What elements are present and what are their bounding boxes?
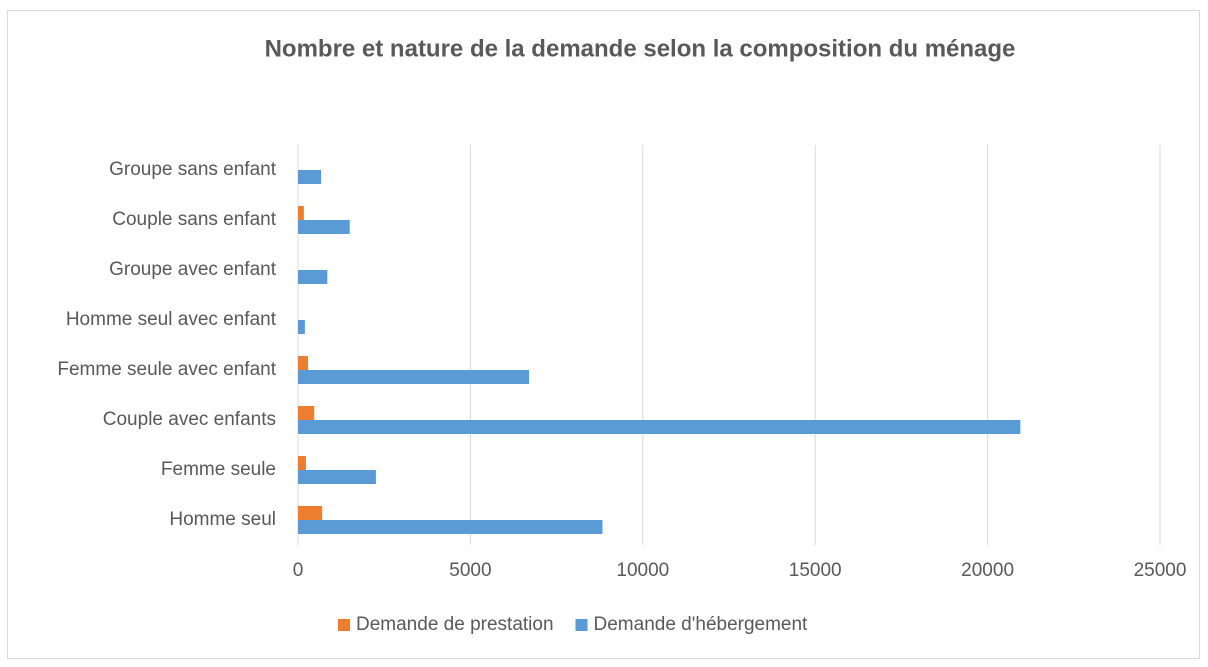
y-tick-label: Femme seule avec enfant [57, 359, 276, 380]
bar [298, 506, 323, 520]
x-tick-label: 0 [293, 560, 304, 581]
bar [298, 420, 1021, 434]
bar [298, 270, 328, 284]
y-tick-label: Homme seul avec enfant [66, 309, 277, 330]
legend-swatch [338, 619, 350, 631]
legend-label: Demande d'hébergement [594, 614, 809, 635]
chart-title: Nombre et nature de la demande selon la … [265, 35, 1016, 62]
bar [298, 170, 322, 184]
x-tick-label: 5000 [449, 560, 491, 581]
y-tick-label: Homme seul [169, 509, 276, 530]
x-tick-label: 10000 [616, 560, 669, 581]
bar [298, 320, 305, 334]
y-tick-label: Femme seule [161, 459, 276, 480]
bar [298, 220, 350, 234]
y-tick-label: Groupe sans enfant [109, 159, 277, 180]
chart-border [7, 10, 1200, 659]
x-tick-label: 25000 [1134, 560, 1187, 581]
bar [298, 356, 308, 370]
bar [298, 470, 376, 484]
x-tick-label: 15000 [789, 560, 842, 581]
legend-swatch [575, 619, 588, 631]
bar [298, 456, 306, 470]
y-tick-label: Couple avec enfants [103, 409, 276, 430]
bar [298, 520, 603, 534]
bar [298, 206, 304, 220]
legend-label: Demande de prestation [356, 614, 554, 635]
x-tick-label: 20000 [961, 560, 1014, 581]
y-tick-label: Couple sans enfant [112, 209, 276, 230]
bar [298, 370, 530, 384]
bar [298, 406, 315, 420]
y-tick-label: Groupe avec enfant [109, 259, 277, 280]
